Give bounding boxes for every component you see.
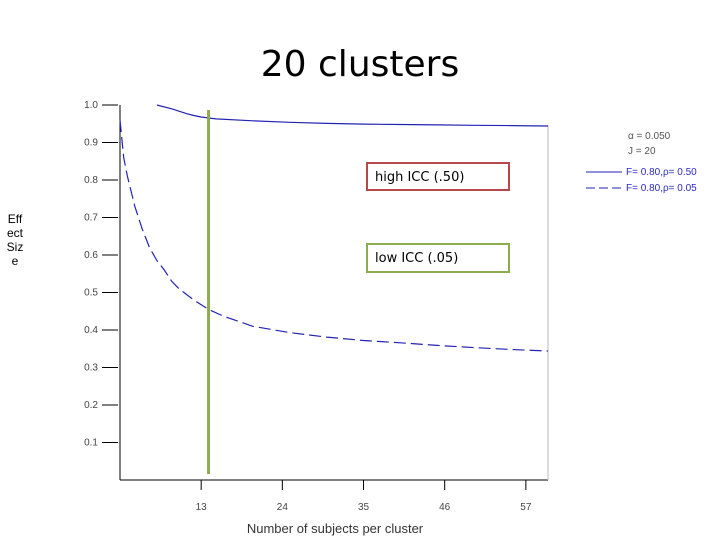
legend-alpha: α = 0.050 bbox=[628, 131, 671, 142]
x-tick-label: 57 bbox=[520, 502, 532, 513]
series-line-high-icc bbox=[156, 104, 549, 127]
legend-dashed-line bbox=[586, 187, 622, 189]
y-tick-label: 0.5 bbox=[84, 288, 98, 299]
legend-item-high-icc: F= 0.80,ρ= 0.50 bbox=[586, 167, 716, 179]
slide-title: 20 clusters bbox=[260, 44, 460, 85]
y-tick-label: 0.8 bbox=[84, 175, 98, 186]
legend-j: J = 20 bbox=[628, 146, 656, 157]
y-tick-label: 0.1 bbox=[84, 438, 98, 449]
y-tick-label: 0.6 bbox=[84, 250, 98, 261]
y-tick-label: 0.4 bbox=[84, 325, 98, 336]
legend-item-label: F= 0.80,ρ= 0.05 bbox=[626, 183, 697, 194]
x-tick-label: 46 bbox=[439, 502, 451, 513]
x-tick-label: 13 bbox=[196, 502, 208, 513]
y-tick-label: 0.7 bbox=[84, 213, 98, 224]
y-tick-label: 0.3 bbox=[84, 363, 98, 374]
x-tick-label: 35 bbox=[358, 502, 370, 513]
series-line-low-icc bbox=[119, 119, 549, 352]
y-axis-label: Effect Size bbox=[6, 212, 27, 268]
x-axis-label: Number of subjects per cluster bbox=[247, 521, 424, 536]
callout-low-icc: low ICC (.05) bbox=[366, 243, 510, 273]
x-tick-label: 24 bbox=[277, 502, 289, 513]
y-tick-label: 0.2 bbox=[84, 400, 98, 411]
callout-high-icc: high ICC (.50) bbox=[366, 162, 510, 191]
legend-solid-line bbox=[586, 171, 622, 173]
y-tick-label: 1.0 bbox=[84, 100, 98, 111]
legend-item-low-icc: F= 0.80,ρ= 0.05 bbox=[586, 183, 716, 195]
legend-item-label: F= 0.80,ρ= 0.50 bbox=[626, 167, 697, 178]
y-tick-label: 0.9 bbox=[84, 138, 98, 149]
